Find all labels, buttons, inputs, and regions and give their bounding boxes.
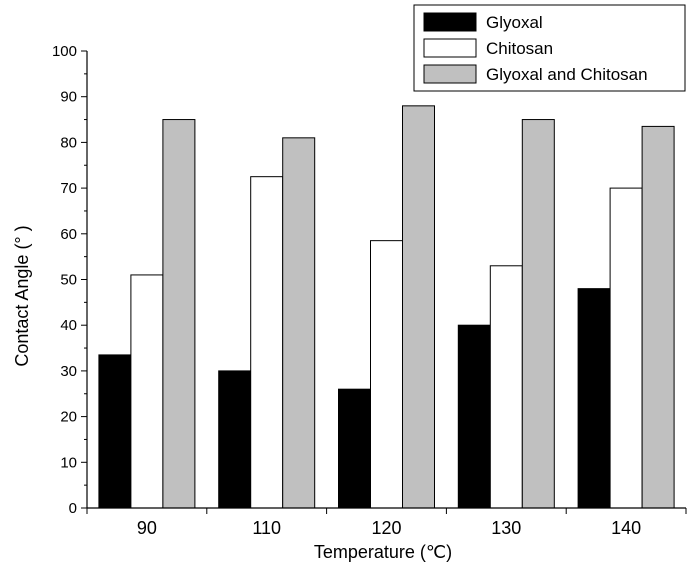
y-tick-label: 80 — [60, 134, 77, 151]
legend-label: Glyoxal and Chitosan — [486, 65, 648, 84]
x-tick-label: 90 — [137, 518, 157, 538]
legend-label: Chitosan — [486, 39, 553, 58]
bar-glyoxal-110 — [218, 370, 252, 509]
legend: Glyoxal Chitosan Glyoxal and Chitosan — [413, 4, 686, 92]
axes-layer: 0 10 20 30 40 50 60 70 80 90 100 90 110 120 130 140 — [52, 43, 687, 538]
bar-glyoxal-and-chitosan-130 — [521, 119, 555, 509]
x-tick-label: 120 — [371, 518, 401, 538]
legend-swatch — [423, 12, 477, 32]
bar-glyoxal-120 — [338, 388, 371, 509]
y-tick-label: 60 — [60, 226, 77, 243]
bar-chitosan-130 — [489, 265, 523, 509]
y-tick-label: 30 — [60, 363, 77, 380]
y-tick-label: 10 — [60, 454, 77, 471]
bar-chitosan-120 — [370, 240, 403, 509]
legend-swatch — [423, 38, 477, 58]
y-axis-label: Contact Angle (° ) — [12, 225, 32, 366]
bar-glyoxal-90 — [98, 354, 132, 509]
bar-chitosan-90 — [130, 274, 164, 509]
y-tick-label: 20 — [60, 409, 77, 426]
bar-glyoxal-130 — [457, 324, 491, 509]
y-tick-label: 100 — [52, 43, 77, 60]
y-tick-label: 40 — [60, 317, 77, 334]
x-tick-label: 140 — [611, 518, 641, 538]
legend-label: Glyoxal — [486, 13, 543, 32]
legend-swatch — [423, 64, 477, 84]
bar-glyoxal-and-chitosan-120 — [402, 105, 435, 509]
y-tick-label: 50 — [60, 272, 77, 289]
bar-glyoxal-140 — [577, 288, 611, 509]
x-tick-label: 130 — [491, 518, 521, 538]
x-tick-label: 110 — [252, 518, 281, 538]
y-tick-label: 70 — [60, 180, 77, 197]
bar-glyoxal-and-chitosan-90 — [162, 119, 196, 509]
bars-layer — [98, 105, 675, 509]
y-tick-label: 0 — [69, 500, 77, 517]
y-tick-label: 90 — [60, 89, 77, 106]
bar-glyoxal-and-chitosan-110 — [282, 137, 316, 509]
bar-glyoxal-and-chitosan-140 — [641, 125, 675, 509]
x-axis-label: Temperature (℃) — [314, 542, 452, 562]
bar-chitosan-140 — [609, 187, 643, 509]
bar-chitosan-110 — [250, 176, 284, 509]
